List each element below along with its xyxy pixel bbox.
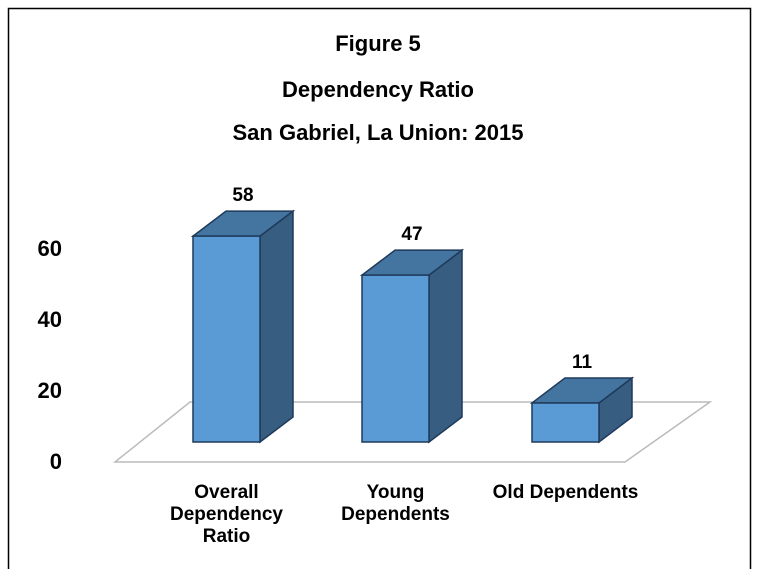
y-tick-label: 40	[38, 307, 62, 332]
y-tick-label: 60	[38, 236, 62, 261]
y-tick-label: 0	[50, 449, 62, 474]
x-tick-label: Young Dependents	[341, 482, 450, 525]
chart-title: Figure 5	[335, 31, 421, 56]
bar-front	[192, 235, 261, 443]
bar	[190, 209, 296, 444]
y-tick-label: 20	[38, 378, 62, 403]
bar	[529, 376, 635, 444]
x-tick-label: Overall Dependency Ratio	[170, 482, 283, 547]
value-label: 47	[401, 224, 422, 245]
x-tick-label: Old Dependents	[492, 482, 639, 503]
bar-side	[428, 248, 463, 444]
bar	[359, 248, 465, 444]
chart-title: San Gabriel, La Union: 2015	[233, 120, 524, 145]
chart-title: Dependency Ratio	[282, 77, 474, 102]
bar-side	[259, 209, 294, 444]
bar-front	[361, 274, 430, 443]
value-label: 11	[572, 352, 593, 373]
value-label: 58	[232, 185, 253, 206]
bar-front	[531, 402, 600, 443]
